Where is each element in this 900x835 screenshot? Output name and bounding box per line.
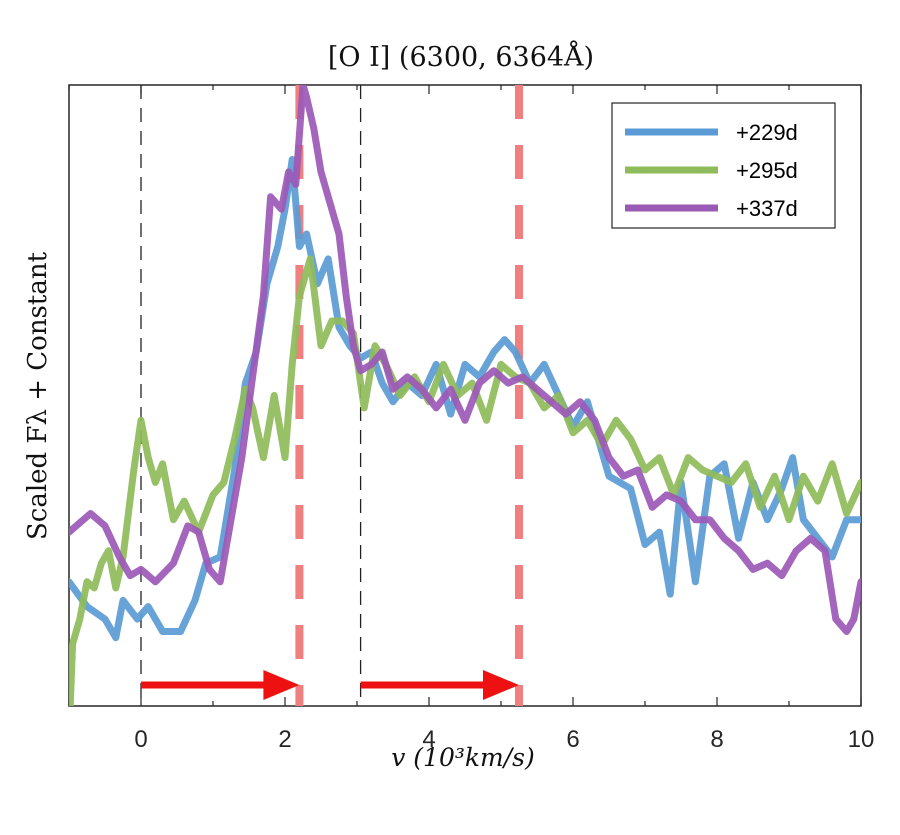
series-line xyxy=(69,156,861,642)
arrow-head xyxy=(483,670,519,700)
x-axis-label: v (10³km/s) xyxy=(391,743,535,772)
legend-label: +337d xyxy=(736,196,798,221)
series-line xyxy=(69,85,861,635)
x-tick-label: 4 xyxy=(422,726,435,753)
chart-title: [O I] (6300, 6364Å) xyxy=(328,40,594,73)
x-tick-label: 2 xyxy=(278,726,291,753)
velocity-arrows xyxy=(141,670,519,700)
y-axis-label: Scaled Fλ + Constant xyxy=(23,251,53,540)
x-tick-label: 0 xyxy=(134,726,147,753)
series-line xyxy=(69,255,861,706)
x-tick-label: 10 xyxy=(848,726,875,753)
arrow-head xyxy=(263,670,300,700)
series-lines xyxy=(69,85,861,706)
x-tick-label: 8 xyxy=(710,726,723,753)
x-tick-labels: 0 2 4 6 8 10 xyxy=(134,726,874,753)
legend: +229d +295d +337d xyxy=(611,102,836,229)
x-tick-label: 6 xyxy=(566,726,579,753)
legend-label: +229d xyxy=(736,120,798,145)
plot-frame xyxy=(68,84,862,707)
legend-label: +295d xyxy=(736,158,798,183)
